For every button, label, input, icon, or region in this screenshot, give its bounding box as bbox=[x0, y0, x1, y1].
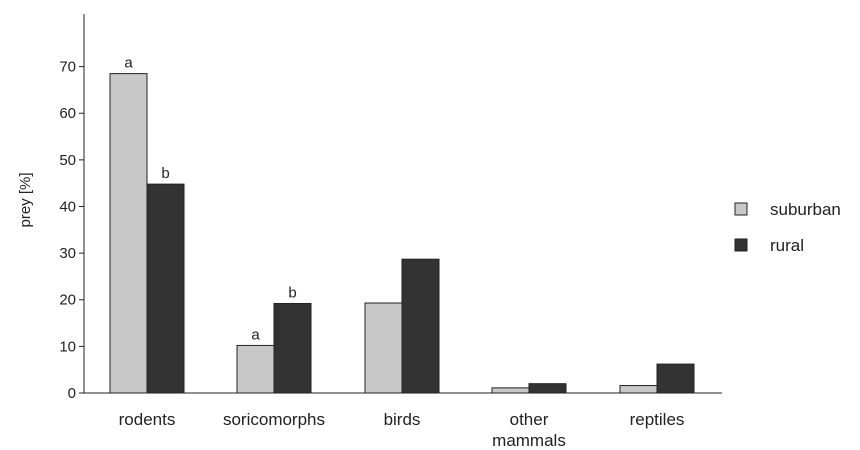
x-tick-label: soricomorphs bbox=[223, 410, 325, 429]
legend-label-suburban: suburban bbox=[770, 200, 841, 219]
y-axis-title: prey [%] bbox=[17, 172, 34, 227]
legend-swatch-suburban bbox=[734, 202, 748, 216]
bar-rural-0 bbox=[146, 183, 185, 394]
y-axis: 0 10 20 30 40 50 60 70 bbox=[59, 14, 85, 402]
bar-suburban-3 bbox=[491, 387, 530, 394]
x-tick-label: rodents bbox=[119, 410, 176, 429]
x-tick-label: birds bbox=[384, 410, 421, 429]
legend: suburban rural bbox=[734, 200, 841, 255]
y-tick-label: 40 bbox=[59, 198, 76, 215]
y-tick-label: 20 bbox=[59, 292, 76, 309]
bar-rural-4 bbox=[656, 363, 695, 394]
x-tick-label: reptiles bbox=[630, 410, 685, 429]
y-tick-label: 30 bbox=[59, 245, 76, 262]
bars: a b a b bbox=[109, 55, 695, 394]
bar-suburban-1 bbox=[236, 344, 275, 394]
significance-label: b bbox=[288, 284, 296, 301]
bar-rural-2 bbox=[401, 258, 440, 394]
x-axis: rodents soricomorphs birds other mammals rept… bbox=[84, 392, 722, 450]
bar-suburban-4 bbox=[619, 385, 658, 394]
significance-label: b bbox=[161, 165, 169, 182]
bar-rural-3 bbox=[528, 383, 567, 394]
y-tick-label: 50 bbox=[59, 152, 76, 169]
significance-label: a bbox=[251, 326, 260, 343]
bar-rural-1 bbox=[273, 302, 312, 394]
y-tick-label: 70 bbox=[59, 59, 76, 76]
bar-suburban-2 bbox=[364, 302, 403, 394]
significance-label: a bbox=[124, 55, 133, 72]
x-tick-label: other bbox=[510, 410, 549, 429]
legend-swatch-rural bbox=[734, 238, 748, 252]
y-tick-label: 10 bbox=[59, 338, 76, 355]
y-tick-label: 0 bbox=[68, 385, 76, 402]
legend-label-rural: rural bbox=[770, 236, 804, 255]
y-tick-label: 60 bbox=[59, 105, 76, 122]
x-tick-label: mammals bbox=[492, 431, 566, 450]
bar-suburban-0 bbox=[109, 73, 148, 394]
